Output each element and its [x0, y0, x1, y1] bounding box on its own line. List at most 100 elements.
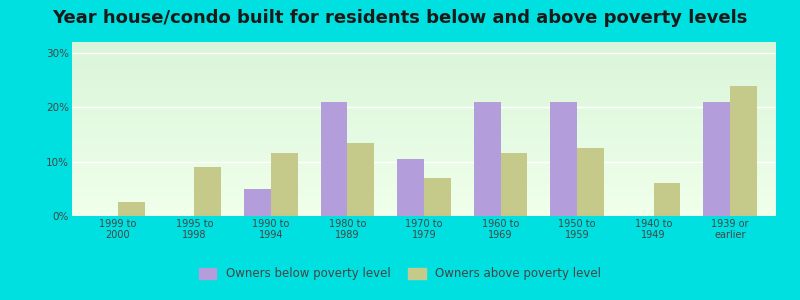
- Bar: [271, 154, 298, 216]
- Bar: [72, 71, 776, 72]
- Bar: [72, 176, 776, 177]
- Bar: [72, 67, 776, 68]
- Bar: [72, 48, 776, 49]
- Bar: [72, 179, 776, 180]
- Bar: [72, 152, 776, 153]
- Bar: [72, 206, 776, 207]
- Bar: [72, 63, 776, 64]
- Bar: [72, 46, 776, 47]
- Bar: [72, 145, 776, 146]
- Bar: [72, 82, 776, 83]
- Bar: [72, 87, 776, 88]
- Bar: [72, 156, 776, 157]
- Bar: [72, 185, 776, 186]
- Bar: [72, 166, 776, 167]
- Bar: [72, 177, 776, 178]
- Bar: [72, 95, 776, 96]
- Bar: [72, 174, 776, 175]
- Bar: [72, 116, 776, 117]
- Bar: [72, 158, 776, 159]
- Bar: [72, 173, 776, 174]
- Bar: [72, 131, 776, 132]
- Bar: [72, 61, 776, 62]
- Bar: [72, 153, 776, 154]
- Bar: [72, 129, 776, 130]
- Bar: [72, 60, 776, 61]
- Bar: [72, 182, 776, 183]
- Bar: [194, 167, 222, 216]
- Bar: [72, 175, 776, 176]
- Bar: [72, 172, 776, 173]
- Bar: [72, 58, 776, 59]
- Bar: [72, 102, 776, 103]
- Bar: [72, 196, 776, 197]
- Bar: [72, 192, 776, 193]
- Bar: [72, 80, 776, 81]
- Bar: [72, 113, 776, 114]
- Bar: [72, 201, 776, 202]
- Bar: [72, 149, 776, 150]
- Bar: [72, 125, 776, 126]
- Bar: [72, 47, 776, 48]
- Bar: [72, 214, 776, 215]
- Bar: [72, 187, 776, 188]
- Bar: [72, 209, 776, 210]
- Bar: [72, 141, 776, 142]
- Bar: [72, 190, 776, 191]
- Bar: [72, 212, 776, 213]
- Bar: [72, 100, 776, 101]
- Bar: [72, 211, 776, 212]
- Bar: [72, 66, 776, 67]
- Bar: [72, 78, 776, 79]
- Bar: [72, 135, 776, 136]
- Bar: [72, 188, 776, 189]
- Bar: [72, 127, 776, 128]
- Bar: [72, 55, 776, 56]
- Bar: [72, 167, 776, 168]
- Bar: [72, 138, 776, 139]
- Bar: [72, 115, 776, 116]
- Bar: [72, 44, 776, 45]
- Bar: [730, 85, 757, 216]
- Bar: [72, 77, 776, 78]
- Bar: [72, 97, 776, 98]
- Bar: [501, 154, 527, 216]
- Bar: [72, 89, 776, 90]
- Bar: [72, 111, 776, 112]
- Text: Year house/condo built for residents below and above poverty levels: Year house/condo built for residents bel…: [52, 9, 748, 27]
- Bar: [72, 88, 776, 89]
- Bar: [72, 72, 776, 73]
- Bar: [72, 112, 776, 113]
- Bar: [72, 51, 776, 52]
- Bar: [72, 85, 776, 86]
- Bar: [72, 168, 776, 169]
- Bar: [72, 184, 776, 185]
- Bar: [72, 162, 776, 163]
- Bar: [424, 178, 450, 216]
- Bar: [72, 193, 776, 194]
- Bar: [72, 53, 776, 54]
- Bar: [72, 157, 776, 158]
- Bar: [72, 130, 776, 131]
- Bar: [654, 183, 680, 216]
- Bar: [72, 205, 776, 206]
- Bar: [72, 114, 776, 115]
- Bar: [72, 195, 776, 196]
- Bar: [72, 70, 776, 71]
- Bar: [72, 118, 776, 119]
- Bar: [72, 120, 776, 121]
- Bar: [72, 210, 776, 211]
- Bar: [72, 123, 776, 124]
- Bar: [72, 208, 776, 209]
- Bar: [72, 143, 776, 144]
- Bar: [72, 148, 776, 149]
- Bar: [72, 93, 776, 94]
- Bar: [72, 74, 776, 75]
- Bar: [72, 139, 776, 140]
- Bar: [72, 181, 776, 182]
- Bar: [72, 119, 776, 120]
- Bar: [72, 215, 776, 216]
- Bar: [72, 54, 776, 55]
- Bar: [72, 65, 776, 66]
- Bar: [577, 148, 604, 216]
